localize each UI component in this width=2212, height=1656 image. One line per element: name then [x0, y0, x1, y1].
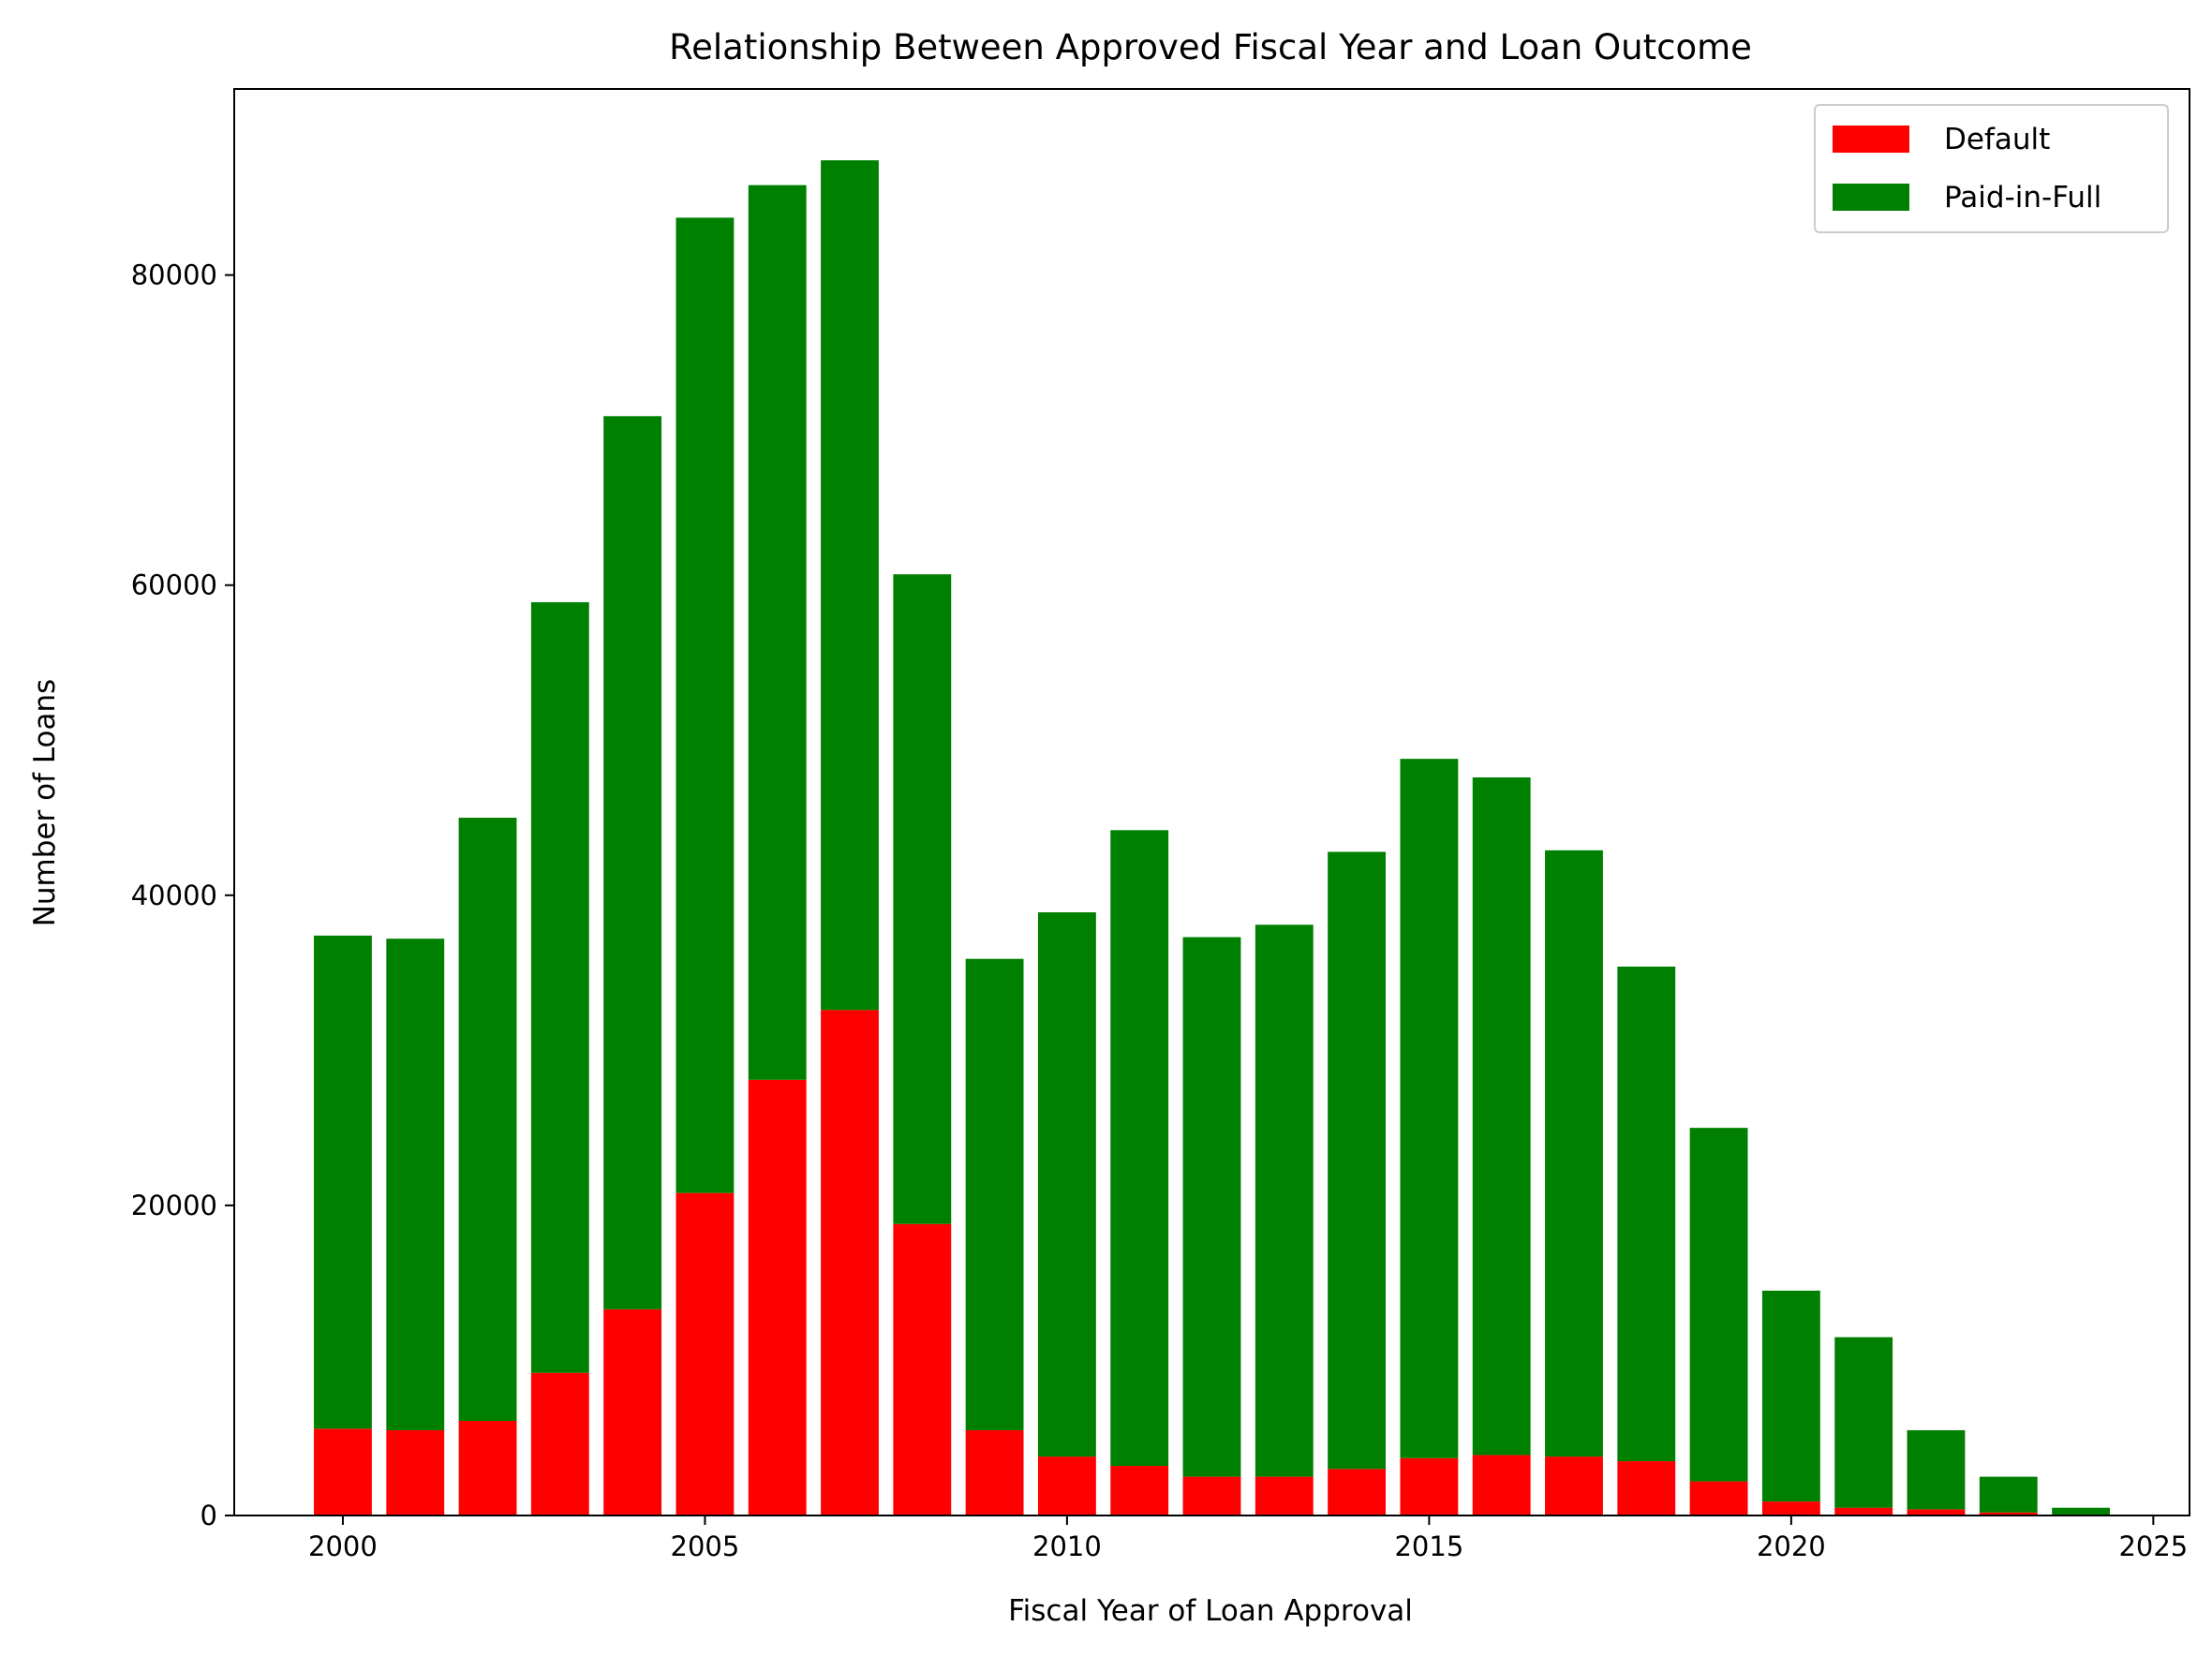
- bar-default-2018: [1617, 1461, 1676, 1516]
- bar-default-2003: [530, 1372, 589, 1516]
- bar-paid-in-full-2022: [1907, 1429, 1966, 1510]
- bar-default-2007: [821, 1010, 879, 1516]
- bar-paid-in-full-2003: [530, 601, 589, 1373]
- bar-default-2019: [1689, 1481, 1748, 1516]
- bar-paid-in-full-2021: [1834, 1337, 1893, 1508]
- bar-paid-in-full-2024: [2052, 1507, 2110, 1516]
- bar-paid-in-full-2006: [748, 185, 807, 1080]
- bar-default-2016: [1472, 1455, 1531, 1516]
- bar-area: [314, 160, 2110, 1516]
- legend-swatch-default: [1833, 126, 1909, 153]
- bar-paid-in-full-2009: [965, 958, 1024, 1430]
- x-tick-label: 2015: [1394, 1530, 1463, 1562]
- bar-paid-in-full-2001: [386, 939, 445, 1430]
- bar-paid-in-full-2015: [1400, 759, 1459, 1458]
- y-tick-label: 80000: [131, 259, 217, 291]
- bar-default-2013: [1254, 1476, 1314, 1516]
- y-tick-label: 60000: [131, 569, 217, 601]
- bar-paid-in-full-2000: [314, 935, 372, 1429]
- bar-paid-in-full-2002: [458, 818, 517, 1422]
- bar-default-2023: [1979, 1512, 2038, 1516]
- bar-default-2001: [386, 1429, 445, 1516]
- x-tick-label: 2025: [2118, 1530, 2188, 1562]
- legend-label-paid-in-full: Paid-in-Full: [1944, 181, 2101, 214]
- bar-default-2017: [1545, 1456, 1603, 1516]
- x-axis: 2000 2005 2010 2015 2020 2025: [308, 1516, 2188, 1562]
- y-tick-label: 40000: [131, 880, 217, 911]
- chart-title: Relationship Between Approved Fiscal Yea…: [669, 27, 1752, 67]
- x-tick-label: 2005: [671, 1530, 740, 1562]
- bar-paid-in-full-2012: [1182, 937, 1241, 1477]
- x-tick-label: 2000: [308, 1530, 378, 1562]
- legend-swatch-paid-in-full: [1833, 184, 1909, 211]
- bar-paid-in-full-2016: [1472, 777, 1531, 1456]
- bar-paid-in-full-2020: [1761, 1290, 1820, 1502]
- bar-paid-in-full-2005: [675, 217, 735, 1193]
- bar-default-2009: [965, 1429, 1024, 1516]
- bar-paid-in-full-2019: [1689, 1128, 1748, 1482]
- x-axis-label: Fiscal Year of Loan Approval: [1008, 1594, 1413, 1628]
- bar-default-2004: [603, 1309, 662, 1516]
- bar-paid-in-full-2008: [893, 574, 952, 1224]
- bar-default-2005: [675, 1192, 735, 1516]
- legend-label-default: Default: [1944, 123, 2050, 156]
- bar-default-2011: [1110, 1466, 1169, 1516]
- bar-default-2000: [314, 1428, 372, 1516]
- bar-default-2022: [1907, 1509, 1966, 1516]
- bar-default-2010: [1037, 1456, 1096, 1516]
- y-tick-label: 20000: [131, 1190, 217, 1221]
- y-axis-label: Number of Loans: [28, 679, 62, 927]
- bar-default-2021: [1834, 1507, 1893, 1516]
- x-tick-label: 2020: [1757, 1530, 1826, 1562]
- bar-paid-in-full-2017: [1545, 850, 1603, 1457]
- bar-default-2020: [1761, 1501, 1820, 1516]
- bar-default-2008: [893, 1223, 952, 1516]
- y-tick-label: 0: [200, 1500, 217, 1531]
- plot-frame: [233, 88, 2190, 1516]
- bar-paid-in-full-2011: [1110, 830, 1169, 1467]
- bar-paid-in-full-2010: [1037, 912, 1096, 1457]
- bar-paid-in-full-2018: [1617, 966, 1676, 1462]
- x-tick-label: 2010: [1032, 1530, 1102, 1562]
- bar-default-2006: [748, 1079, 807, 1516]
- bar-default-2012: [1182, 1476, 1241, 1516]
- bar-paid-in-full-2014: [1328, 851, 1387, 1470]
- bar-paid-in-full-2007: [821, 160, 879, 1011]
- bar-default-2002: [458, 1421, 517, 1516]
- bar-paid-in-full-2023: [1979, 1476, 2038, 1513]
- bar-default-2014: [1328, 1469, 1387, 1516]
- bar-paid-in-full-2013: [1254, 924, 1314, 1477]
- y-axis: 0 20000 40000 60000 80000: [131, 259, 234, 1531]
- legend: Default Paid-in-Full: [1814, 104, 2169, 233]
- bar-paid-in-full-2004: [603, 416, 662, 1309]
- bar-default-2015: [1400, 1457, 1459, 1516]
